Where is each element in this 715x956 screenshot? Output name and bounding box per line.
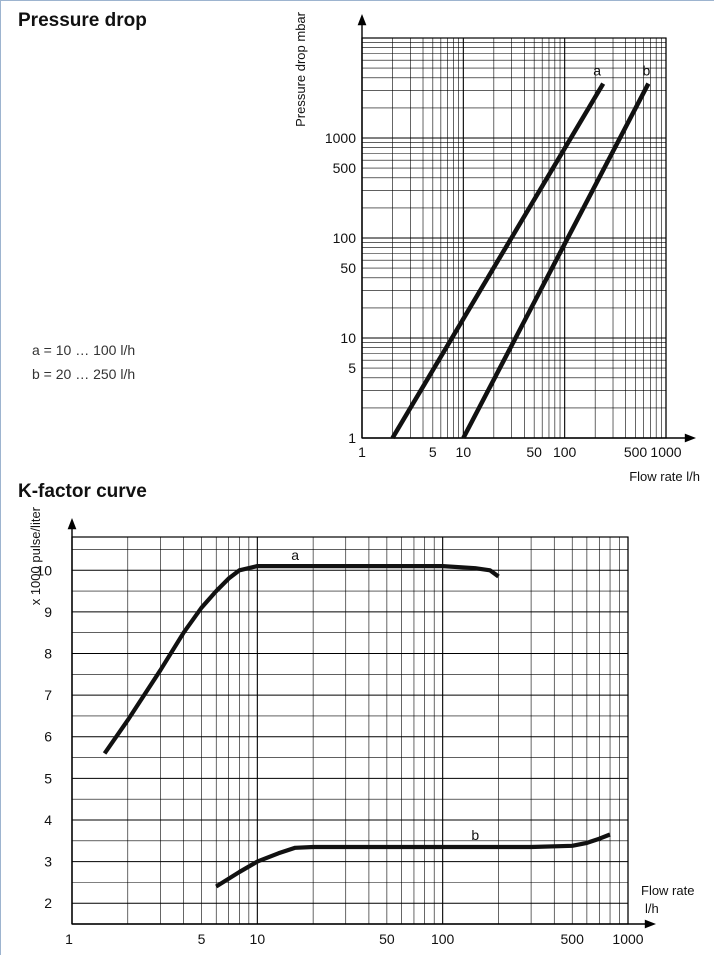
kfactor-y-tick-label: 6 (44, 729, 52, 745)
pressure-x-tick-label: 500 (624, 444, 648, 460)
kfactor-y-tick-label: 5 (44, 770, 52, 786)
kfactor-x-tick-label: 1 (65, 931, 73, 947)
pressure-y-tick-label: 100 (333, 230, 357, 246)
kfactor-x-tick-label: 50 (379, 931, 395, 947)
pressure-y-tick-label: 10 (340, 330, 356, 346)
pressure-x-axis-label: Flow rate l/h (629, 469, 700, 484)
kfactor-series-line-b (215, 832, 611, 889)
pressure-y-tick-label: 50 (340, 260, 356, 276)
pressure-series-line-b (461, 82, 651, 440)
kfactor-y-tick-label: 2 (44, 895, 52, 911)
legend-range-b: b = 20 … 250 l/h (32, 366, 136, 382)
pressure-series-line-a (390, 82, 606, 440)
pressure-y-tick-label: 5 (348, 360, 356, 376)
pressure-x-arrow (684, 433, 696, 443)
kfactor-x-tick-label: 100 (431, 931, 455, 947)
pressure-y-tick-label: 1 (348, 430, 356, 446)
legend-range-a: a = 10 … 100 l/h (32, 342, 136, 358)
pressure-x-tick-label: 10 (456, 444, 472, 460)
pressure-x-tick-label: 50 (526, 444, 542, 460)
kfactor-y-tick-label: 7 (44, 687, 52, 703)
kfactor-x-axis-label-unit: l/h (645, 901, 659, 916)
kfactor-x-arrow (644, 919, 656, 929)
kfactor-x-tick-label: 1000 (612, 931, 643, 947)
kfactor-y-tick-label: 9 (44, 604, 52, 620)
kfactor-x-tick-label: 500 (561, 931, 585, 947)
pressure-series-label-a: a (593, 63, 601, 79)
kfactor-x-tick-label: 5 (198, 931, 206, 947)
pressure-x-tick-label: 5 (429, 444, 437, 460)
pressure-x-tick-label: 100 (553, 444, 577, 460)
pressure-y-axis-label: Pressure drop mbar (293, 11, 308, 127)
pressure-x-tick-label: 1000 (650, 444, 681, 460)
kfactor-x-axis-label: Flow rate (641, 883, 694, 898)
kfactor-y-tick-label: 10 (36, 562, 52, 578)
kfactor-y-axis-label: x 1000 pulse/liter (28, 506, 43, 605)
pressure-y-arrow (357, 14, 367, 26)
kfactor-plot-frame (71, 536, 629, 925)
pressure-drop-title: Pressure drop (18, 10, 147, 31)
kfactor-series-label-a: a (291, 547, 299, 563)
kfactor-x-tick-label: 10 (250, 931, 266, 947)
kfactor-y-tick-label: 4 (44, 812, 52, 828)
kfactor-y-tick-label: 3 (44, 854, 52, 870)
pressure-y-tick-label: 500 (333, 160, 357, 176)
pressure-y-tick-label: 1000 (325, 130, 356, 146)
kfactor-series-line-a (102, 563, 500, 755)
pressure-series-label-b: b (642, 63, 650, 79)
pressure-x-tick-label: 1 (358, 444, 366, 460)
kfactor-y-arrow (67, 518, 77, 530)
kfactor-y-tick-label: 8 (44, 646, 52, 662)
kfactor-series-label-b: b (471, 827, 479, 843)
k-factor-title: K-factor curve (18, 481, 147, 502)
